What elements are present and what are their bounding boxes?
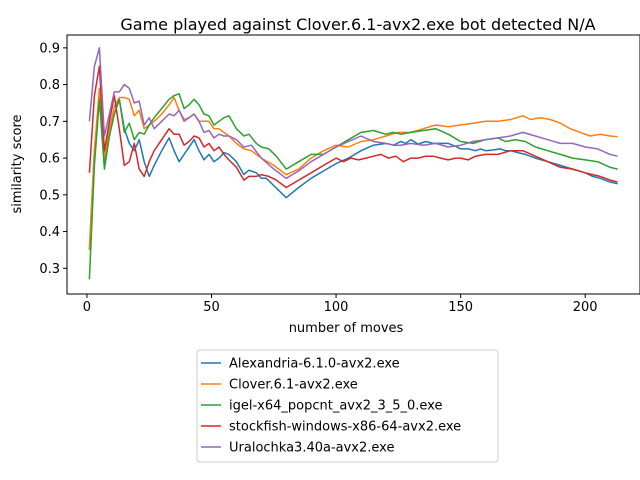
y-tick-label: 0.7	[39, 115, 60, 130]
series-line-4	[88, 47, 618, 180]
y-tick-label: 0.9	[39, 41, 60, 56]
plot-frame	[66, 34, 640, 295]
x-tick-label: 200	[573, 300, 598, 315]
x-tick-label: 150	[448, 300, 473, 315]
chart-title: Game played against Clover.6.1-avx2.exe …	[120, 15, 595, 34]
y-axis-ticks: 0.3 0.4 0.5 0.6 0.7 0.8 0.9	[39, 41, 67, 277]
series-group	[88, 47, 618, 280]
x-tick-label: 0	[83, 300, 91, 315]
y-tick-label: 0.3	[39, 262, 60, 277]
legend-entry: Uralochka3.40a-avx2.exe	[229, 441, 394, 456]
legend: Alexandria-6.1.0-avx2.exe Clover.6.1-avx2…	[196, 349, 499, 463]
x-axis-ticks: 0 50 100 150 200	[83, 294, 598, 315]
y-axis-label: similarity score	[10, 114, 25, 213]
y-tick-label: 0.6	[39, 152, 60, 167]
x-tick-label: 50	[203, 300, 220, 315]
legend-entry: Clover.6.1-avx2.exe	[229, 378, 358, 393]
legend-entry: igel-x64_popcnt_avx2_3_5_0.exe	[229, 399, 442, 414]
series-line-0	[88, 94, 618, 250]
series-line-3	[88, 65, 618, 189]
y-tick-label: 0.5	[39, 188, 60, 203]
x-axis-label: number of moves	[289, 321, 404, 336]
y-tick-label: 0.8	[39, 78, 60, 93]
x-tick-label: 100	[324, 300, 349, 315]
legend-box	[196, 349, 499, 463]
legend-entry: stockfish-windows-x86-64-avx2.exe	[229, 420, 461, 435]
legend-entry: Alexandria-6.1.0-avx2.exe	[229, 357, 400, 372]
plot-area	[66, 34, 640, 295]
y-tick-label: 0.4	[39, 225, 60, 240]
series-line-2	[88, 93, 618, 280]
series-line-1	[88, 87, 618, 250]
